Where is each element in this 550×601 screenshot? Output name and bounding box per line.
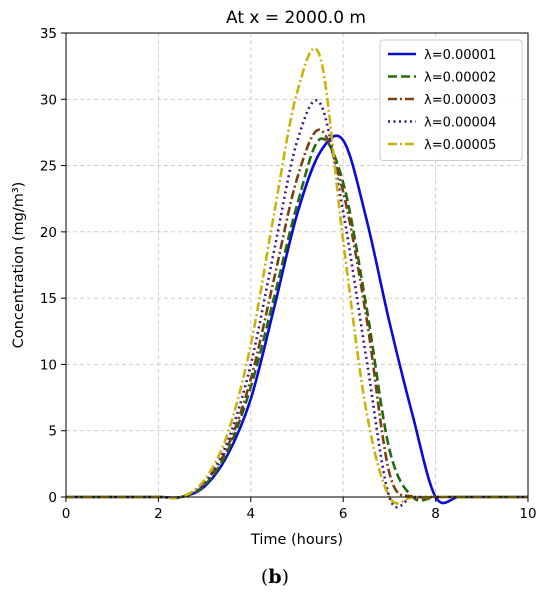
y-tick-label: 25 [40, 159, 57, 175]
series-line-3 [66, 128, 529, 501]
series-line-2 [66, 137, 529, 502]
legend-box [379, 39, 523, 161]
x-tick-label: 10 [519, 506, 536, 522]
x-tick-label: 8 [431, 506, 440, 522]
legend-label: λ=0.00005 [424, 138, 496, 153]
series-line-1 [66, 134, 529, 505]
y-tick-label: 15 [40, 291, 57, 307]
x-axis-label: Time (hours) [250, 532, 343, 548]
plot-frame [65, 32, 529, 498]
x-tick-label: 2 [154, 506, 163, 522]
caption-letter: b [268, 566, 282, 588]
y-tick-label: 10 [40, 357, 57, 373]
legend-label: λ=0.00001 [424, 48, 496, 63]
y-tick-label: 5 [48, 424, 57, 440]
y-axis-label: Concentration (mg/m³) [11, 182, 27, 349]
legend-label: λ=0.00003 [424, 93, 496, 108]
y-tick-label: 0 [48, 490, 57, 506]
series-line-4 [66, 99, 529, 509]
axis-ticks: 0 2 4 6 8 10 0 5 10 15 20 25 30 35 [40, 26, 537, 522]
figure-caption: (b) [0, 566, 550, 588]
legend-label: λ=0.00002 [424, 71, 496, 86]
caption-close: ) [281, 566, 290, 588]
x-tick-label: 6 [339, 506, 348, 522]
legend-label: λ=0.00004 [424, 116, 496, 131]
chart-title: At x = 2000.0 m [226, 8, 366, 28]
caption-open: ( [260, 566, 269, 588]
x-tick-label: 0 [62, 506, 71, 522]
x-tick-label: 4 [247, 506, 256, 522]
legend: λ=0.00001 λ=0.00002 λ=0.00003 λ=0.00004 λ=0.… [379, 39, 523, 161]
y-tick-label: 20 [40, 225, 57, 241]
y-tick-label: 30 [40, 92, 57, 108]
y-tick-label: 35 [40, 26, 57, 42]
